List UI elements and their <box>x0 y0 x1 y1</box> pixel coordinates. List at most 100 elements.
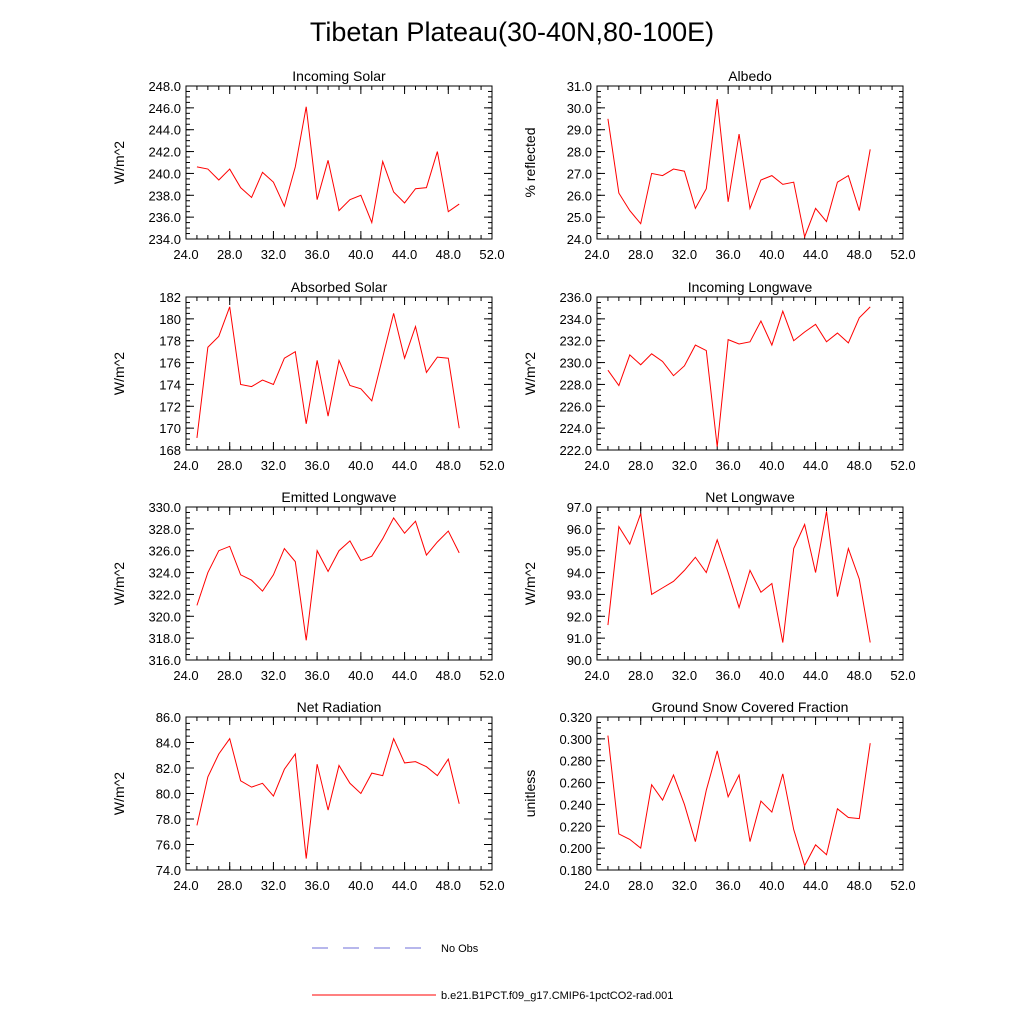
series-line-ground-snow-covered-fraction <box>607 735 871 867</box>
y-tick-label-net-radiation: 86.0 <box>156 710 181 725</box>
x-tick-label-emitted-longwave: 32.0 <box>261 668 286 683</box>
x-tick-label-incoming-longwave: 44.0 <box>803 458 828 473</box>
series-line-net-radiation <box>196 737 460 859</box>
x-tick-label-emitted-longwave: 24.0 <box>173 668 198 683</box>
x-tick-label-net-radiation: 24.0 <box>173 878 198 893</box>
y-tick-label-albedo: 31.0 <box>567 79 592 94</box>
panel-net-longwave: Net Longwave W/m^2 24.0 28.0 32.0 36.0 40.0 44.… <box>522 489 916 683</box>
y-tick-label-emitted-longwave: 320.0 <box>148 609 181 624</box>
panel-title-incoming-longwave: Incoming Longwave <box>688 279 813 295</box>
x-tick-label-albedo: 28.0 <box>628 247 653 262</box>
legend-model-label: b.e21.B1PCT.f09_g17.CMIP6-1pctCO2-rad.00… <box>441 990 673 1002</box>
x-tick-label-incoming-solar: 44.0 <box>392 247 417 262</box>
x-tick-label-incoming-longwave: 24.0 <box>584 458 609 473</box>
y-tick-label-incoming-longwave: 232.0 <box>559 334 592 349</box>
series-line-net-longwave <box>607 511 871 643</box>
plot-frame-ground-snow-covered-fraction <box>596 716 904 871</box>
y-tick-label-incoming-solar: 240.0 <box>148 166 181 181</box>
y-tick-label-absorbed-solar: 172 <box>159 399 181 414</box>
y-tick-label-incoming-solar: 236.0 <box>148 210 181 225</box>
y-tick-label-absorbed-solar: 182 <box>159 290 181 305</box>
panel-net-radiation: Net Radiation W/m^2 24.0 28.0 32.0 36.0 40.0 44… <box>111 699 505 893</box>
y-tick-label-ground-snow-covered-fraction: 0.280 <box>559 754 592 769</box>
y-axis-label-emitted-longwave: W/m^2 <box>111 562 127 605</box>
panel-title-ground-snow-covered-fraction: Ground Snow Covered Fraction <box>652 699 849 715</box>
y-tick-label-incoming-longwave: 234.0 <box>559 312 592 327</box>
series-line-emitted-longwave <box>196 516 460 641</box>
panel-title-albedo: Albedo <box>728 68 772 84</box>
x-tick-label-ground-snow-covered-fraction: 52.0 <box>890 878 915 893</box>
x-tick-label-albedo: 32.0 <box>672 247 697 262</box>
x-tick-label-absorbed-solar: 44.0 <box>392 458 417 473</box>
x-tick-label-net-longwave: 52.0 <box>890 668 915 683</box>
x-tick-label-incoming-longwave: 32.0 <box>672 458 697 473</box>
y-tick-label-net-longwave: 96.0 <box>567 522 592 537</box>
x-tick-label-net-radiation: 44.0 <box>392 878 417 893</box>
x-tick-label-emitted-longwave: 28.0 <box>217 668 242 683</box>
x-tick-label-incoming-longwave: 36.0 <box>715 458 740 473</box>
y-tick-label-incoming-longwave: 226.0 <box>559 399 592 414</box>
y-tick-label-albedo: 30.0 <box>567 101 592 116</box>
legend: No Obs b.e21.B1PCT.f09_g17.CMIP6-1pctCO2… <box>312 943 673 1002</box>
x-tick-label-absorbed-solar: 52.0 <box>479 458 504 473</box>
x-tick-label-net-longwave: 32.0 <box>672 668 697 683</box>
x-tick-label-net-longwave: 28.0 <box>628 668 653 683</box>
y-tick-label-absorbed-solar: 180 <box>159 312 181 327</box>
y-tick-label-net-radiation: 82.0 <box>156 761 181 776</box>
x-tick-label-emitted-longwave: 36.0 <box>304 668 329 683</box>
y-tick-label-net-longwave: 95.0 <box>567 544 592 559</box>
panel-incoming-solar: Incoming Solar W/m^2 24.0 28.0 32.0 36.0 40.0 4… <box>111 68 505 262</box>
y-tick-label-emitted-longwave: 324.0 <box>148 566 181 581</box>
panel-albedo: Albedo % reflected 24.0 28.0 32.0 36.0 40.0 44.… <box>522 68 916 262</box>
y-tick-label-albedo: 29.0 <box>567 123 592 138</box>
x-tick-label-absorbed-solar: 28.0 <box>217 458 242 473</box>
x-tick-label-incoming-longwave: 40.0 <box>759 458 784 473</box>
panel-title-absorbed-solar: Absorbed Solar <box>291 279 388 295</box>
y-tick-label-incoming-solar: 242.0 <box>148 145 181 160</box>
x-tick-label-incoming-solar: 40.0 <box>348 247 373 262</box>
legend-no-obs-label: No Obs <box>441 943 479 955</box>
y-tick-label-ground-snow-covered-fraction: 0.320 <box>559 710 592 725</box>
panel-incoming-longwave: Incoming Longwave W/m^2 24.0 28.0 32.0 36.0 40… <box>522 279 916 473</box>
y-axis-label-incoming-solar: W/m^2 <box>111 141 127 184</box>
x-tick-label-net-radiation: 36.0 <box>304 878 329 893</box>
y-tick-label-net-radiation: 80.0 <box>156 787 181 802</box>
y-axis-label-ground-snow-covered-fraction: unitless <box>522 770 538 817</box>
y-tick-label-incoming-solar: 234.0 <box>148 232 181 247</box>
y-tick-label-incoming-solar: 246.0 <box>148 101 181 116</box>
x-tick-label-incoming-solar: 36.0 <box>304 247 329 262</box>
x-tick-label-albedo: 52.0 <box>890 247 915 262</box>
x-tick-label-net-radiation: 48.0 <box>436 878 461 893</box>
y-tick-label-emitted-longwave: 328.0 <box>148 522 181 537</box>
series-line-incoming-solar <box>196 106 460 225</box>
series-line-absorbed-solar <box>196 306 460 439</box>
y-tick-label-net-radiation: 84.0 <box>156 736 181 751</box>
x-tick-label-net-longwave: 40.0 <box>759 668 784 683</box>
x-tick-label-net-longwave: 24.0 <box>584 668 609 683</box>
x-tick-label-net-radiation: 52.0 <box>479 878 504 893</box>
y-tick-label-incoming-longwave: 236.0 <box>559 290 592 305</box>
x-tick-label-net-radiation: 40.0 <box>348 878 373 893</box>
panel-title-incoming-solar: Incoming Solar <box>292 68 386 84</box>
y-tick-label-incoming-solar: 244.0 <box>148 123 181 138</box>
x-tick-label-absorbed-solar: 32.0 <box>261 458 286 473</box>
y-tick-label-albedo: 27.0 <box>567 166 592 181</box>
figure-title: Tibetan Plateau(30-40N,80-100E) <box>310 17 714 47</box>
series-line-incoming-longwave <box>607 306 871 447</box>
x-tick-label-incoming-solar: 52.0 <box>479 247 504 262</box>
x-tick-label-incoming-longwave: 52.0 <box>890 458 915 473</box>
y-tick-label-incoming-solar: 248.0 <box>148 79 181 94</box>
panel-title-emitted-longwave: Emitted Longwave <box>281 489 396 505</box>
plot-frame-albedo <box>596 85 904 240</box>
panels-group: Incoming Solar W/m^2 24.0 28.0 32.0 36.0 40.0 4… <box>111 68 916 893</box>
x-tick-label-albedo: 44.0 <box>803 247 828 262</box>
y-tick-label-ground-snow-covered-fraction: 0.240 <box>559 797 592 812</box>
x-tick-label-ground-snow-covered-fraction: 48.0 <box>847 878 872 893</box>
y-tick-label-net-radiation: 74.0 <box>156 863 181 878</box>
x-tick-label-absorbed-solar: 40.0 <box>348 458 373 473</box>
y-tick-label-ground-snow-covered-fraction: 0.200 <box>559 841 592 856</box>
y-axis-label-albedo: % reflected <box>522 127 538 197</box>
x-tick-label-incoming-longwave: 28.0 <box>628 458 653 473</box>
y-tick-label-net-longwave: 94.0 <box>567 566 592 581</box>
